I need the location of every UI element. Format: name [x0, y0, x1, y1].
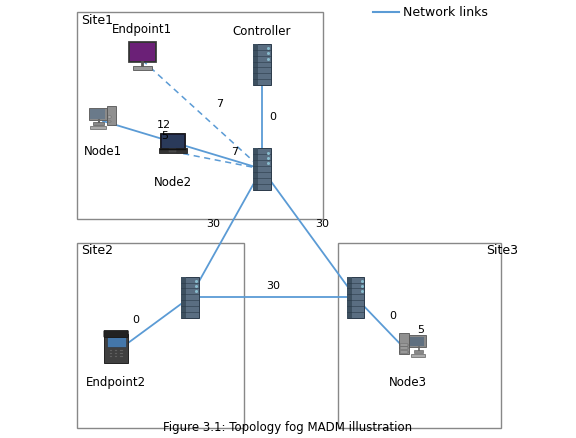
- Text: Endpoint1: Endpoint1: [112, 23, 172, 36]
- FancyBboxPatch shape: [253, 44, 271, 85]
- Text: Site2: Site2: [81, 244, 113, 257]
- Text: Node1: Node1: [84, 145, 122, 158]
- FancyBboxPatch shape: [161, 133, 185, 149]
- FancyBboxPatch shape: [120, 350, 123, 351]
- FancyBboxPatch shape: [181, 277, 186, 318]
- FancyBboxPatch shape: [115, 353, 118, 354]
- Text: Controller: Controller: [233, 25, 291, 39]
- FancyBboxPatch shape: [414, 350, 423, 353]
- Text: Node2: Node2: [154, 176, 192, 188]
- Text: 0: 0: [132, 315, 139, 325]
- FancyBboxPatch shape: [104, 330, 128, 337]
- FancyBboxPatch shape: [108, 120, 111, 122]
- FancyBboxPatch shape: [77, 12, 323, 219]
- FancyBboxPatch shape: [109, 350, 112, 351]
- Polygon shape: [104, 334, 128, 363]
- Text: 30: 30: [266, 282, 280, 291]
- FancyBboxPatch shape: [400, 351, 408, 353]
- FancyBboxPatch shape: [253, 148, 271, 190]
- FancyBboxPatch shape: [109, 353, 112, 354]
- FancyBboxPatch shape: [77, 243, 244, 428]
- Text: 30: 30: [206, 219, 220, 230]
- Text: 0: 0: [389, 311, 396, 321]
- Text: 7: 7: [231, 147, 238, 156]
- FancyBboxPatch shape: [130, 43, 155, 61]
- Text: Site3: Site3: [486, 244, 518, 257]
- Text: 5: 5: [161, 131, 169, 141]
- FancyBboxPatch shape: [169, 149, 176, 152]
- FancyBboxPatch shape: [409, 335, 426, 347]
- FancyBboxPatch shape: [90, 110, 105, 119]
- FancyBboxPatch shape: [89, 108, 107, 120]
- FancyBboxPatch shape: [115, 350, 118, 351]
- FancyBboxPatch shape: [109, 356, 112, 357]
- Text: Figure 3.1: Topology fog MADM illustration: Figure 3.1: Topology fog MADM illustrati…: [164, 421, 412, 434]
- Text: 12: 12: [157, 120, 171, 131]
- FancyBboxPatch shape: [347, 277, 351, 318]
- FancyBboxPatch shape: [338, 243, 501, 428]
- FancyBboxPatch shape: [253, 44, 258, 85]
- FancyBboxPatch shape: [410, 336, 425, 346]
- Text: 30: 30: [314, 219, 329, 230]
- Text: Node3: Node3: [389, 376, 427, 389]
- FancyBboxPatch shape: [181, 277, 199, 318]
- Text: 5: 5: [417, 325, 425, 335]
- FancyBboxPatch shape: [132, 66, 151, 70]
- FancyBboxPatch shape: [120, 356, 123, 357]
- FancyBboxPatch shape: [400, 347, 408, 349]
- FancyBboxPatch shape: [400, 344, 408, 346]
- Text: 0: 0: [269, 112, 276, 122]
- FancyBboxPatch shape: [399, 333, 408, 354]
- FancyBboxPatch shape: [90, 126, 105, 129]
- FancyBboxPatch shape: [108, 116, 111, 118]
- FancyBboxPatch shape: [159, 148, 187, 153]
- FancyBboxPatch shape: [120, 353, 123, 354]
- FancyBboxPatch shape: [107, 337, 126, 346]
- FancyBboxPatch shape: [107, 106, 116, 125]
- FancyBboxPatch shape: [253, 148, 258, 190]
- FancyBboxPatch shape: [411, 354, 425, 357]
- FancyBboxPatch shape: [128, 42, 156, 62]
- FancyBboxPatch shape: [93, 122, 104, 125]
- FancyBboxPatch shape: [162, 135, 184, 148]
- FancyBboxPatch shape: [347, 277, 364, 318]
- Text: 7: 7: [216, 99, 223, 109]
- Text: Site1: Site1: [81, 14, 113, 27]
- Text: Network links: Network links: [403, 6, 488, 19]
- FancyBboxPatch shape: [115, 356, 118, 357]
- Text: Endpoint2: Endpoint2: [86, 376, 146, 389]
